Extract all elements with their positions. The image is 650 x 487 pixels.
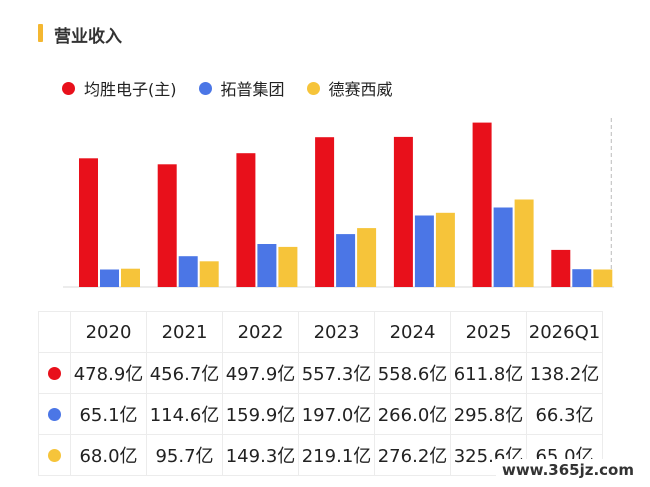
table-header-2021: 2021 — [146, 311, 223, 353]
legend: 均胜电子(主) 拓普集团 德赛西威 — [62, 76, 415, 100]
row-dot-0 — [48, 367, 61, 380]
legend-dot-2 — [306, 81, 320, 95]
table-cell: 68.0亿 — [70, 434, 147, 476]
legend-label-2: 德赛西威 — [328, 80, 393, 99]
bar-2022-series-0 — [236, 153, 256, 287]
table-cell: 295.8亿 — [450, 393, 527, 435]
bar-2022-series-1 — [257, 244, 277, 287]
table-header-2022: 2022 — [222, 311, 299, 353]
legend-item-2: 德赛西威 — [306, 76, 393, 100]
data-table: 2020 2021 2022 2023 2024 2025 2026Q1 478… — [38, 311, 603, 476]
bar-2024-series-1 — [414, 215, 434, 287]
table-cell: 197.0亿 — [298, 393, 375, 435]
table-cell: 456.7亿 — [146, 352, 223, 394]
legend-dot-0 — [62, 81, 75, 95]
table-cell: 219.1亿 — [298, 434, 375, 476]
bar-2020-series-0 — [79, 158, 98, 287]
table-cell: 114.6亿 — [146, 393, 223, 435]
chart-title: 营业收入 — [54, 27, 122, 47]
table-header-2020: 2020 — [70, 311, 147, 353]
title-accent-bar — [38, 24, 43, 42]
table-cell: 266.0亿 — [374, 393, 451, 435]
row-marker — [38, 352, 71, 394]
table-cell: 66.3亿 — [526, 393, 603, 435]
row-dot-1 — [48, 408, 61, 421]
table-cell: 65.1亿 — [70, 393, 147, 435]
watermark: www.365jz.com — [495, 459, 640, 481]
table-header-row: 2020 2021 2022 2023 2024 2025 2026Q1 — [38, 311, 603, 353]
bar-2020-series-2 — [121, 268, 140, 287]
bar-2023-series-1 — [336, 234, 356, 287]
table-corner — [38, 311, 71, 353]
table-cell: 95.7亿 — [146, 434, 223, 476]
table-cell: 611.8亿 — [450, 352, 527, 394]
row-marker — [38, 393, 71, 435]
bar-2026Q1-series-1 — [572, 269, 592, 287]
bar-2024-series-0 — [393, 136, 413, 287]
bar-2024-series-2 — [435, 212, 455, 287]
bar-2021-series-0 — [157, 164, 177, 287]
table-cell: 557.3亿 — [298, 352, 375, 394]
row-dot-2 — [48, 449, 61, 462]
table-header-2024: 2024 — [374, 311, 451, 353]
legend-label-0: 均胜电子(主) — [84, 80, 177, 99]
table-row: 478.9亿 456.7亿 497.9亿 557.3亿 558.6亿 611.8… — [38, 352, 603, 394]
bar-2025-series-2 — [514, 199, 534, 287]
legend-dot-1 — [198, 81, 212, 95]
legend-item-1: 拓普集团 — [198, 76, 285, 100]
table-cell: 159.9亿 — [222, 393, 299, 435]
bar-chart — [63, 118, 614, 288]
bar-2025-series-1 — [493, 207, 513, 287]
bar-2021-series-1 — [178, 256, 198, 287]
table-cell: 497.9亿 — [222, 352, 299, 394]
legend-item-0: 均胜电子(主) — [62, 76, 177, 100]
table-cell: 558.6亿 — [374, 352, 451, 394]
bar-2025-series-0 — [472, 122, 492, 287]
table-cell: 478.9亿 — [70, 352, 147, 394]
table-header-2025: 2025 — [450, 311, 527, 353]
bar-2021-series-2 — [199, 261, 219, 287]
bar-2022-series-2 — [278, 246, 298, 287]
legend-label-1: 拓普集团 — [220, 80, 285, 99]
table-row: 65.1亿 114.6亿 159.9亿 197.0亿 266.0亿 295.8亿… — [38, 393, 603, 435]
table-header-2023: 2023 — [298, 311, 375, 353]
table-cell: 149.3亿 — [222, 434, 299, 476]
bar-2023-series-0 — [315, 137, 335, 287]
bar-2023-series-2 — [357, 228, 377, 287]
table-header-2026q1: 2026Q1 — [526, 311, 603, 353]
row-marker — [38, 434, 71, 476]
bar-2026Q1-series-0 — [551, 249, 571, 287]
bar-2026Q1-series-2 — [593, 269, 613, 287]
table-cell: 276.2亿 — [374, 434, 451, 476]
table-cell: 138.2亿 — [526, 352, 603, 394]
bar-2020-series-1 — [100, 269, 119, 287]
